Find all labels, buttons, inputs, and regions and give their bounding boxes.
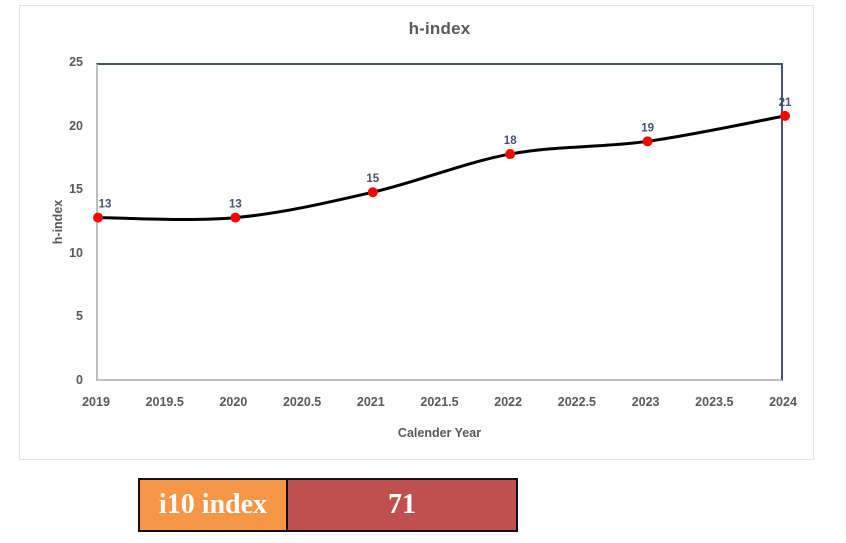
y-tick-label: 5	[76, 309, 83, 324]
y-tick-label: 15	[69, 182, 83, 197]
x-tick-label: 2023.5	[695, 395, 734, 409]
x-tick-label: 2022.5	[557, 395, 596, 409]
data-point-marker	[93, 212, 103, 223]
x-tick-label: 2024	[769, 395, 797, 409]
chart-title: h-index	[408, 19, 471, 38]
x-tick-label: 2021.5	[420, 395, 459, 409]
data-point-label: 15	[366, 173, 379, 185]
i10-index-table: i10 index 71	[138, 478, 518, 532]
data-point-marker	[780, 110, 790, 121]
y-tick-label: 10	[69, 245, 83, 260]
i10-index-value-cell: 71	[288, 480, 516, 530]
x-tick-label: 2020	[219, 395, 248, 409]
y-tick-label: 0	[76, 373, 83, 387]
data-point-label: 21	[779, 97, 792, 109]
y-axis-title: h-index	[51, 199, 65, 245]
data-point-marker	[642, 136, 653, 147]
data-point-label: 13	[99, 199, 112, 211]
x-tick-label: 2019.5	[145, 395, 184, 409]
x-tick-label: 2022	[494, 395, 523, 409]
h-index-series-line	[96, 114, 787, 222]
data-point-label: 19	[641, 122, 654, 134]
data-point-label: 13	[229, 199, 242, 211]
data-point-marker	[367, 187, 378, 198]
x-tick-label: 2023	[631, 395, 660, 409]
x-tick-label: 2021	[356, 395, 385, 409]
i10-index-label-cell: i10 index	[140, 480, 288, 530]
h-index-chart-card: h-index h-index 13 13 15 18 19 21 25 20 15 10 5 0 …	[19, 5, 814, 460]
data-point-marker	[230, 212, 241, 223]
y-tick-label: 25	[69, 55, 83, 69]
x-axis-title: Calender Year	[397, 426, 482, 440]
plot-area: 13 13 15 18 19 21	[93, 63, 792, 381]
h-index-line-chart: 13 13 15 18 19 21	[93, 97, 792, 223]
data-point-label: 18	[504, 135, 517, 147]
x-tick-label: 2020.5	[282, 395, 322, 409]
x-tick-label: 2019	[82, 395, 110, 409]
y-tick-label: 20	[69, 118, 83, 133]
data-point-marker	[505, 149, 516, 160]
